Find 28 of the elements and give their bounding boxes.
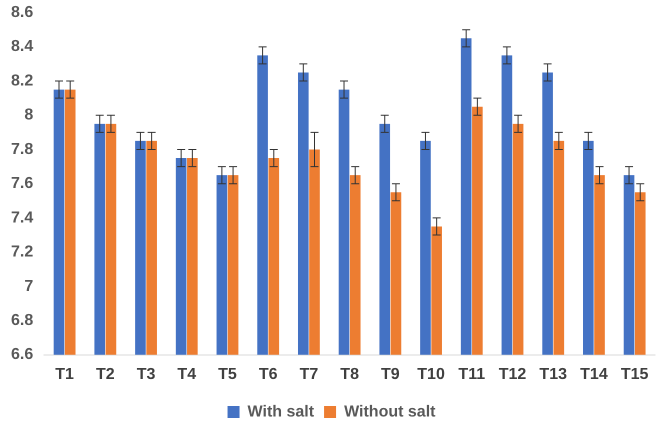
legend-label: Without salt [344, 403, 436, 420]
x-tick-label: T14 [580, 366, 608, 383]
x-tick-label: T7 [300, 366, 318, 383]
y-tick-label: 8.4 [10, 38, 34, 56]
y-tick-label: 7 [24, 278, 34, 295]
y-tick-label: 6.8 [10, 312, 34, 329]
x-tick-label: T3 [136, 366, 156, 383]
x-tick-label: T11 [458, 366, 486, 383]
x-tick-label: T9 [381, 366, 400, 383]
y-tick-label: 7.6 [10, 175, 34, 192]
x-tick-label: T15 [620, 366, 649, 383]
x-tick-label: T6 [258, 366, 278, 383]
y-tick-label: 7.2 [10, 244, 34, 261]
y-tick-label: 6.6 [10, 346, 34, 364]
y-tick-label: 8.2 [10, 72, 34, 90]
y-tick-label: 8 [24, 106, 34, 124]
y-tick-label: 8.6 [10, 4, 34, 22]
legend-label: With salt [248, 403, 315, 420]
x-tick-label: T4 [177, 366, 196, 383]
x-tick-label: T8 [340, 366, 360, 383]
x-tick-label: T5 [218, 366, 237, 383]
x-tick-label: T1 [55, 366, 74, 383]
y-tick-label: 7.8 [10, 140, 34, 158]
x-tick-label: T13 [539, 366, 568, 383]
y-tick-label: 7.4 [10, 209, 34, 226]
x-tick-label: T12 [498, 366, 526, 383]
x-tick-label: T2 [96, 366, 115, 383]
x-tick-label: T10 [417, 366, 445, 383]
